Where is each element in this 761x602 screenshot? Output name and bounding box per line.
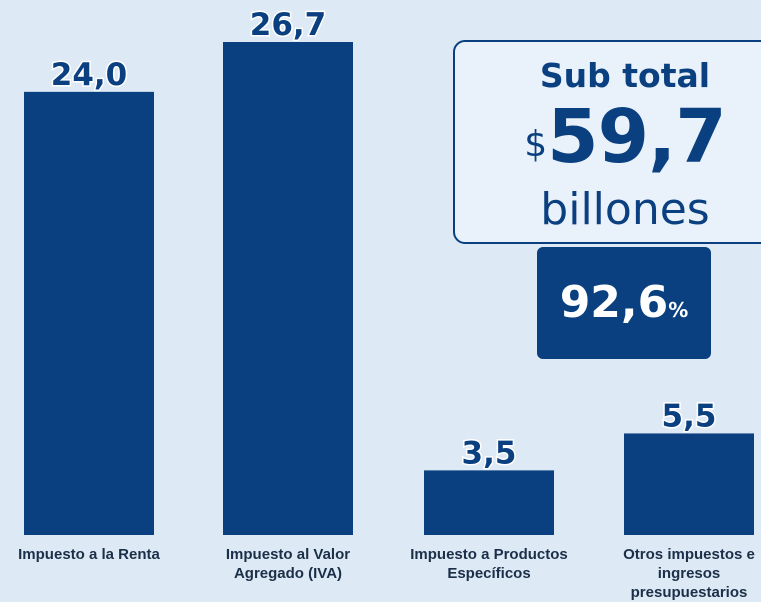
category-label-line: Otros impuestos e — [623, 546, 755, 563]
category-label-line: presupuestarios — [630, 584, 748, 601]
subtotal-amount-value: 59,7 — [547, 94, 727, 180]
bar-1 — [24, 91, 154, 535]
category-label-line: Impuesto al Valor — [225, 546, 351, 563]
category-label-1: Impuesto a la Renta — [0, 545, 184, 564]
category-label-2: Impuesto al Valor Agregado (IVA) — [193, 545, 383, 583]
subtotal-currency: $ — [524, 124, 548, 165]
subtotal-title: Sub total — [539, 56, 711, 95]
value-label-1: 24,0 — [51, 57, 128, 93]
value-label-4: 5,5 — [662, 398, 717, 434]
category-label-line: Agregado (IVA) — [233, 565, 343, 582]
subtotal-unit: billones — [540, 184, 710, 235]
share-symbol: % — [668, 298, 689, 322]
bar-4 — [624, 433, 754, 535]
category-label-3: Impuesto a Productos Específicos — [394, 545, 584, 583]
subtotal-box: Sub total $59,7 billones — [453, 40, 761, 244]
value-label-2: 26,7 — [250, 7, 327, 43]
subtotal-amount: $59,7 — [455, 100, 761, 174]
share-badge: 92,6% — [537, 247, 711, 359]
category-label-line: Específicos — [447, 565, 531, 582]
category-label-line: Impuesto a la Renta — [18, 546, 160, 563]
category-label-4: Otros impuestos e ingresos presupuestarios — [594, 545, 761, 602]
category-label-line: ingresos — [657, 565, 721, 582]
value-label-3: 3,5 — [462, 435, 517, 471]
bar-2 — [223, 42, 353, 535]
share-value: 92,6 — [559, 277, 669, 328]
bar-3 — [424, 470, 554, 535]
category-label-line: Impuesto a Productos — [410, 546, 568, 563]
